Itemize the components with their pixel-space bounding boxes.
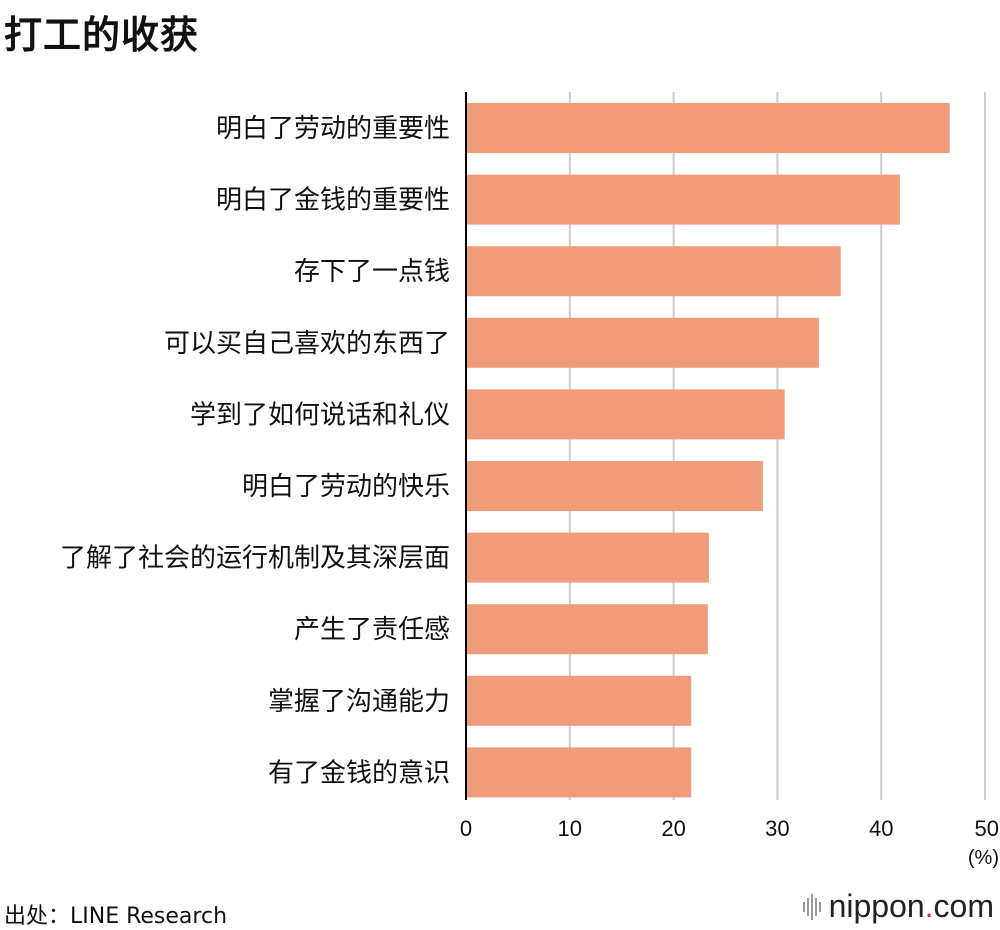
brand-name: nippon xyxy=(828,888,925,924)
bars xyxy=(466,103,950,798)
category-label: 明白了劳动的重要性 xyxy=(216,114,450,144)
bar xyxy=(466,461,763,511)
bar-chart: 明白了劳动的重要性明白了金钱的重要性存下了一点钱可以买自己喜欢的东西了学到了如何… xyxy=(60,92,999,869)
source-note: 出处：LINE Research xyxy=(4,904,228,929)
bar xyxy=(466,604,708,655)
category-label: 有了金钱的意识 xyxy=(268,758,450,788)
category-label: 存下了一点钱 xyxy=(294,257,450,287)
brand-tld: com xyxy=(933,888,994,924)
x-tick-label: 0 xyxy=(460,816,472,841)
x-tick-label: 40 xyxy=(869,816,893,841)
category-label: 了解了社会的运行机制及其深层面 xyxy=(60,544,450,574)
x-axis-ticks: 0 10 20 30 40 50 xyxy=(460,816,999,841)
brand-logo: nippon. com xyxy=(802,888,994,925)
x-tick-label: 20 xyxy=(661,816,685,841)
nippon-logo-bars-icon xyxy=(802,893,821,920)
category-label: 明白了金钱的重要性 xyxy=(216,186,450,216)
bar xyxy=(466,389,785,440)
bar xyxy=(466,317,819,368)
bar xyxy=(466,675,692,726)
x-tick-label: 30 xyxy=(765,816,789,841)
bar xyxy=(466,246,841,297)
category-label: 掌握了沟通能力 xyxy=(268,687,450,717)
category-labels: 明白了劳动的重要性明白了金钱的重要性存下了一点钱可以买自己喜欢的东西了学到了如何… xyxy=(60,114,450,788)
category-label: 可以买自己喜欢的东西了 xyxy=(164,329,450,359)
category-label: 产生了责任感 xyxy=(294,615,450,645)
bar xyxy=(466,747,692,798)
brand-dot: . xyxy=(924,888,934,924)
x-tick-label: 50 xyxy=(975,816,999,841)
chart-title: 打工的收获 xyxy=(4,13,200,57)
bar xyxy=(466,174,900,225)
x-axis-unit: (%) xyxy=(968,847,999,869)
category-label: 学到了如何说话和礼仪 xyxy=(190,400,450,430)
bar xyxy=(466,103,950,153)
category-label: 明白了劳动的快乐 xyxy=(242,472,450,502)
x-tick-label: 10 xyxy=(558,816,582,841)
bar xyxy=(466,532,709,583)
